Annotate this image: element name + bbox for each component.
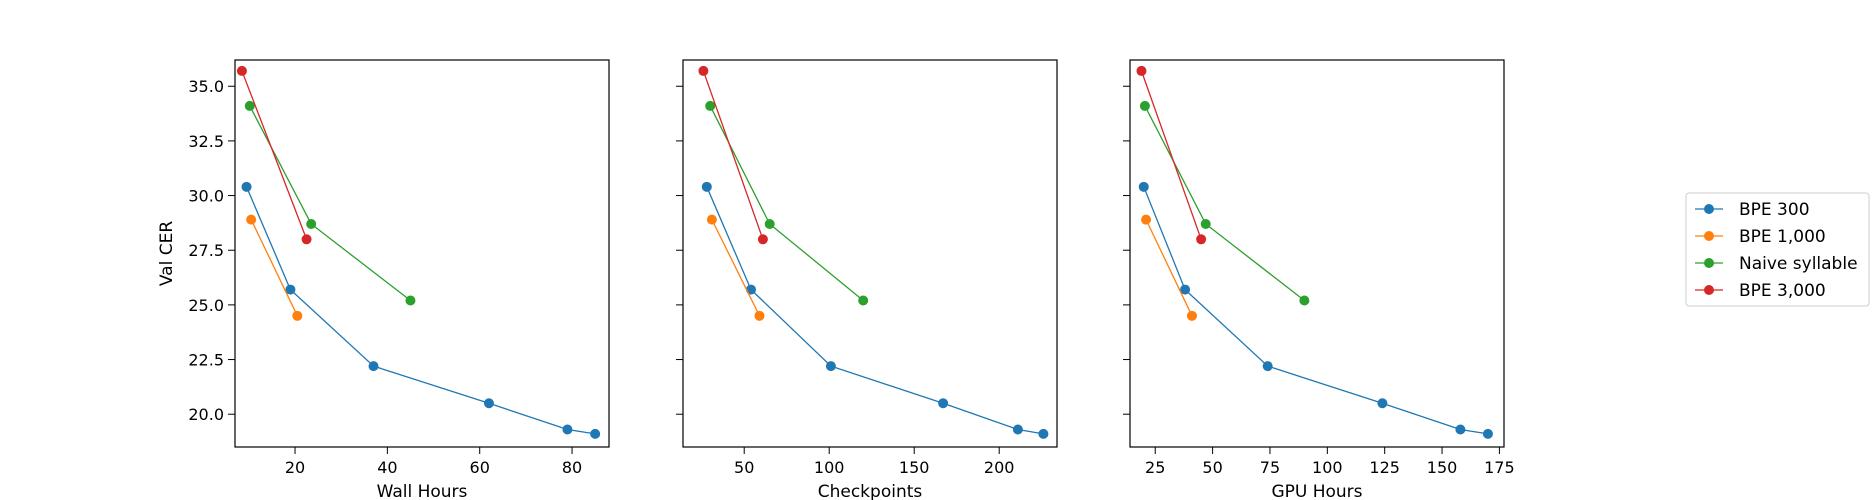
x-tick-label: 50 bbox=[734, 458, 754, 477]
subplot-3: 25 50 75 100 125 150 175 GPU Hours bbox=[1123, 59, 1515, 500]
legend-marker bbox=[1704, 258, 1714, 268]
data-point-bpe-300 bbox=[1482, 428, 1493, 439]
y-tick-label: 20.0 bbox=[188, 405, 224, 424]
y-tick-label: 30.0 bbox=[188, 187, 224, 206]
data-point-naive-syllable bbox=[858, 295, 869, 306]
x-tick-label: 25 bbox=[1145, 458, 1165, 477]
legend-box bbox=[1685, 192, 1870, 307]
x-tick-label: 150 bbox=[1427, 458, 1458, 477]
x-tick-label: 125 bbox=[1369, 458, 1400, 477]
axes-frame bbox=[682, 59, 1058, 448]
y-tick-label: 35.0 bbox=[188, 77, 224, 96]
data-point-bpe-300 bbox=[1180, 284, 1191, 295]
data-point-bpe-300 bbox=[241, 181, 252, 192]
data-point-bpe-300 bbox=[562, 424, 573, 435]
y-tick-label: 27.5 bbox=[188, 241, 224, 260]
legend-marker bbox=[1704, 204, 1714, 214]
legend-entry-bpe-300: BPE 300 bbox=[1695, 200, 1810, 220]
series-line-bpe-3-000 bbox=[241, 70, 308, 240]
data-point-bpe-1-000 bbox=[706, 214, 717, 225]
x-axis-label: GPU Hours bbox=[1271, 482, 1362, 500]
x-tick-label: 175 bbox=[1484, 458, 1515, 477]
axes-frame bbox=[234, 59, 610, 448]
data-point-naive-syllable bbox=[764, 218, 775, 229]
data-point-bpe-300 bbox=[1138, 181, 1149, 192]
legend: BPE 300 BPE 1,000 Naive syllable BPE 3,000 bbox=[1685, 192, 1870, 307]
data-point-bpe-300 bbox=[368, 361, 379, 372]
data-point-bpe-300 bbox=[483, 398, 494, 409]
x-tick-label: 150 bbox=[899, 458, 930, 477]
x-tick-label: 50 bbox=[1202, 458, 1222, 477]
data-point-bpe-300 bbox=[746, 284, 756, 295]
data-point-bpe-300 bbox=[1377, 398, 1388, 409]
legend-marker bbox=[1704, 285, 1714, 295]
legend-marker bbox=[1704, 231, 1714, 241]
data-point-naive-syllable bbox=[1139, 100, 1150, 111]
data-point-bpe-3-000 bbox=[757, 234, 768, 245]
subplot-2: 50 100 150 200 Checkpoints bbox=[676, 59, 1058, 500]
x-tick-label: 100 bbox=[1312, 458, 1343, 477]
legend-label: BPE 3,000 bbox=[1739, 281, 1826, 301]
legend-entry-naive-syllable: Naive syllable bbox=[1695, 254, 1858, 274]
series-line-bpe-3-000 bbox=[702, 70, 764, 240]
subplots: 20.0 22.5 25.0 27.5 30.0 32.5 35.0 20 40 60 80 Wall… bbox=[157, 59, 1515, 500]
data-point-bpe-3-000 bbox=[698, 65, 709, 76]
data-point-naive-syllable bbox=[1200, 218, 1211, 229]
data-point-naive-syllable bbox=[306, 218, 317, 229]
data-point-naive-syllable bbox=[244, 100, 255, 111]
series-line-bpe-1-000 bbox=[1145, 219, 1193, 317]
series-line-bpe-1-000 bbox=[711, 219, 761, 317]
data-point-bpe-300 bbox=[285, 284, 296, 295]
data-point-bpe-300 bbox=[701, 181, 712, 192]
data-point-bpe-3-000 bbox=[301, 234, 312, 245]
x-axis-label: Wall Hours bbox=[377, 482, 468, 500]
y-tick-label: 32.5 bbox=[188, 132, 224, 151]
data-point-bpe-300 bbox=[590, 428, 601, 439]
y-tick-label: 22.5 bbox=[188, 351, 224, 370]
data-point-bpe-300 bbox=[938, 398, 949, 409]
data-point-bpe-300 bbox=[1038, 428, 1049, 439]
data-point-naive-syllable bbox=[405, 295, 416, 306]
x-tick-label: 60 bbox=[470, 458, 490, 477]
data-point-bpe-3-000 bbox=[1136, 65, 1147, 76]
x-tick-label: 40 bbox=[377, 458, 397, 477]
data-point-bpe-3-000 bbox=[1196, 234, 1207, 245]
data-point-bpe-1-000 bbox=[1141, 214, 1152, 225]
x-tick-label: 100 bbox=[814, 458, 845, 477]
data-point-bpe-300 bbox=[1012, 424, 1023, 435]
x-tick-label: 80 bbox=[562, 458, 582, 477]
axes-frame bbox=[1129, 59, 1505, 448]
x-axis-label: Checkpoints bbox=[818, 482, 923, 500]
data-point-bpe-1-000 bbox=[1186, 310, 1197, 321]
data-point-bpe-300 bbox=[825, 361, 836, 372]
data-point-bpe-300 bbox=[1455, 424, 1466, 435]
series-line-bpe-1-000 bbox=[250, 219, 298, 317]
legend-label: Naive syllable bbox=[1739, 254, 1858, 274]
data-point-bpe-3-000 bbox=[236, 65, 247, 76]
data-point-naive-syllable bbox=[1299, 295, 1310, 306]
legend-label: BPE 300 bbox=[1739, 200, 1810, 220]
x-tick-label: 20 bbox=[285, 458, 305, 477]
data-point-bpe-1-000 bbox=[754, 310, 765, 321]
data-point-bpe-300 bbox=[1262, 361, 1273, 372]
data-point-bpe-1-000 bbox=[292, 310, 303, 321]
data-point-naive-syllable bbox=[705, 100, 716, 111]
x-tick-label: 200 bbox=[984, 458, 1015, 477]
legend-entry-bpe-3-000: BPE 3,000 bbox=[1695, 281, 1826, 301]
y-tick-label: 25.0 bbox=[188, 296, 224, 315]
subplot-1: 20.0 22.5 25.0 27.5 30.0 32.5 35.0 20 40 60 80 Wall… bbox=[157, 59, 610, 500]
series-line-bpe-3-000 bbox=[1140, 70, 1202, 240]
legend-entry-bpe-1-000: BPE 1,000 bbox=[1695, 227, 1826, 247]
x-tick-label: 75 bbox=[1260, 458, 1280, 477]
y-axis-label: Val CER bbox=[157, 221, 177, 286]
data-point-bpe-1-000 bbox=[246, 214, 257, 225]
legend-label: BPE 1,000 bbox=[1739, 227, 1826, 247]
